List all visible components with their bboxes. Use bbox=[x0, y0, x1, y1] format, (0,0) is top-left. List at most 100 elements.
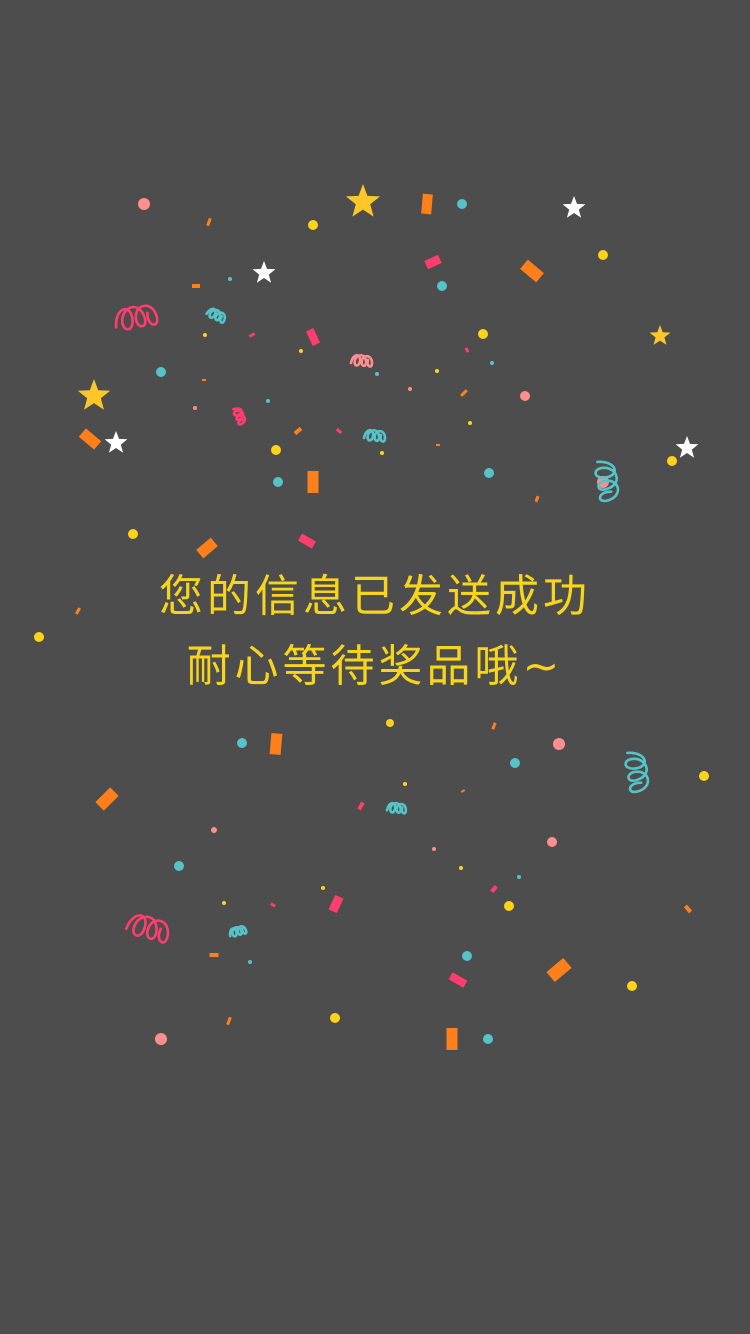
squiggle-icon bbox=[624, 751, 650, 794]
confetti-dot-icon bbox=[432, 847, 436, 851]
confetti-dot-icon bbox=[435, 369, 439, 373]
success-message: 您的信息已发送成功 耐心等待奖品哦~ bbox=[0, 562, 750, 702]
confetti-rect-icon bbox=[460, 389, 468, 397]
confetti-dot-icon bbox=[598, 250, 608, 260]
star-icon bbox=[252, 261, 276, 283]
squiggle-icon bbox=[594, 460, 620, 503]
confetti-rect-icon bbox=[421, 193, 433, 215]
confetti-dot-icon bbox=[193, 406, 197, 410]
message-line-sent: 您的信息已发送成功 bbox=[159, 571, 591, 622]
star-icon bbox=[104, 431, 128, 453]
confetti-dot-icon bbox=[237, 738, 247, 748]
confetti-rect-icon bbox=[683, 904, 693, 914]
confetti-rect-icon bbox=[293, 426, 303, 436]
confetti-dot-icon bbox=[483, 1034, 493, 1044]
confetti-dot-icon bbox=[468, 421, 472, 425]
confetti-rect-icon bbox=[328, 894, 344, 914]
confetti-rect-icon bbox=[78, 428, 102, 450]
confetti-rect-icon bbox=[209, 953, 219, 957]
confetti-rect-icon bbox=[226, 1016, 232, 1026]
confetti-rect-icon bbox=[270, 902, 276, 908]
squiggle-icon bbox=[228, 925, 248, 938]
confetti-rect-icon bbox=[436, 444, 440, 446]
squiggle-icon bbox=[362, 428, 387, 443]
confetti-dot-icon bbox=[299, 349, 303, 353]
confetti-rect-icon bbox=[74, 607, 82, 615]
confetti-dot-icon bbox=[222, 901, 226, 905]
confetti-dot-icon bbox=[462, 951, 472, 961]
confetti-dot-icon bbox=[403, 782, 407, 786]
confetti-dot-icon bbox=[174, 861, 184, 871]
confetti-dot-icon bbox=[211, 827, 217, 833]
confetti-dot-icon bbox=[520, 391, 530, 401]
squiggle-icon bbox=[205, 307, 227, 324]
confetti-rect-icon bbox=[490, 885, 498, 893]
confetti-rect-icon bbox=[546, 957, 572, 983]
star-icon bbox=[675, 436, 699, 458]
confetti-dot-icon bbox=[271, 445, 281, 455]
confetti-dot-icon bbox=[504, 901, 514, 911]
confetti-dot-icon bbox=[128, 529, 138, 539]
squiggle-icon bbox=[232, 407, 247, 426]
star-icon bbox=[562, 196, 586, 218]
confetti-dot-icon bbox=[228, 277, 232, 281]
confetti-rect-icon bbox=[269, 733, 283, 755]
confetti-dot-icon bbox=[667, 456, 677, 466]
confetti-dot-icon bbox=[330, 1013, 340, 1023]
confetti-dot-icon bbox=[459, 866, 463, 870]
star-icon bbox=[649, 325, 671, 345]
confetti-rect-icon bbox=[534, 495, 540, 503]
confetti-dot-icon bbox=[437, 281, 447, 291]
confetti-dot-icon bbox=[138, 198, 150, 210]
confetti-dot-icon bbox=[156, 367, 166, 377]
confetti-dot-icon bbox=[510, 758, 520, 768]
squiggle-icon bbox=[385, 801, 408, 815]
confetti-dot-icon bbox=[408, 387, 412, 391]
confetti-dot-icon bbox=[627, 981, 637, 991]
confetti-dot-icon bbox=[34, 632, 44, 642]
confetti-dot-icon bbox=[547, 837, 557, 847]
confetti-rect-icon bbox=[95, 787, 119, 811]
confetti-dot-icon bbox=[490, 361, 494, 365]
confetti-rect-icon bbox=[464, 347, 470, 353]
confetti-dot-icon bbox=[380, 451, 384, 455]
squiggle-icon bbox=[349, 353, 374, 368]
confetti-dot-icon bbox=[266, 399, 270, 403]
star-icon bbox=[77, 379, 111, 410]
confetti-dot-icon bbox=[484, 468, 494, 478]
confetti-dot-icon bbox=[248, 960, 252, 964]
confetti-rect-icon bbox=[491, 722, 497, 730]
confetti-rect-icon bbox=[298, 533, 316, 549]
confetti-dot-icon bbox=[308, 220, 318, 230]
confetti-dot-icon bbox=[457, 199, 467, 209]
confetti-rect-icon bbox=[202, 379, 206, 381]
confetti-dot-icon bbox=[699, 771, 709, 781]
confetti-dot-icon bbox=[478, 329, 488, 339]
confetti-rect-icon bbox=[206, 217, 212, 227]
confetti-dot-icon bbox=[155, 1033, 167, 1045]
confetti-rect-icon bbox=[460, 789, 466, 793]
confetti-rect-icon bbox=[305, 328, 321, 346]
confetti-dot-icon bbox=[273, 477, 283, 487]
confetti-rect-icon bbox=[335, 427, 343, 435]
confetti-rect-icon bbox=[196, 537, 218, 559]
confetti-rect-icon bbox=[192, 284, 200, 288]
confetti-rect-icon bbox=[357, 801, 365, 811]
squiggle-icon bbox=[114, 304, 159, 331]
confetti-dot-icon bbox=[517, 875, 521, 879]
confetti-rect-icon bbox=[248, 332, 256, 338]
confetti-dot-icon bbox=[386, 719, 394, 727]
confetti-dot-icon bbox=[375, 372, 379, 376]
confetti-dot-icon bbox=[553, 738, 565, 750]
confetti-rect-icon bbox=[446, 1028, 458, 1050]
confetti-rect-icon bbox=[424, 254, 442, 270]
confetti-dot-icon bbox=[203, 333, 207, 337]
star-icon bbox=[345, 184, 381, 217]
squiggle-icon bbox=[124, 914, 170, 944]
confetti-rect-icon bbox=[448, 972, 468, 988]
confetti-rect-icon bbox=[307, 471, 319, 493]
confetti-dot-icon bbox=[321, 886, 325, 890]
confetti-rect-icon bbox=[520, 259, 544, 283]
